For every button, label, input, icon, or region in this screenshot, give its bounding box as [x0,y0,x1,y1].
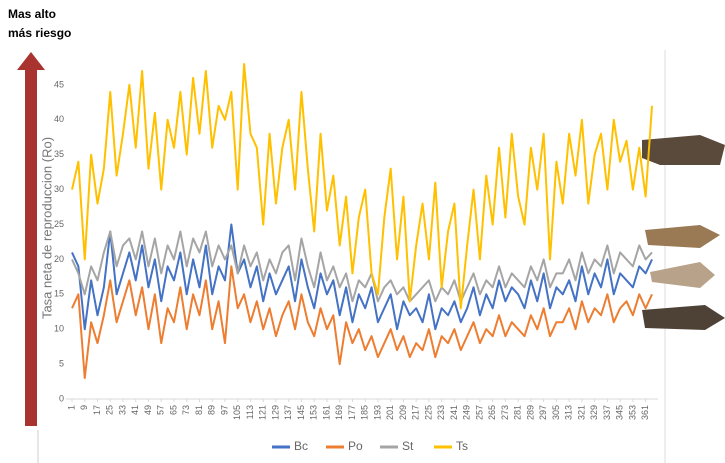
x-tick-label: 257 [474,405,484,420]
x-tick-label: 177 [347,405,357,420]
x-tick-label: 225 [423,405,433,420]
x-tick-label: 17 [92,405,102,415]
y-tick-label: 5 [59,358,64,368]
x-tick-label: 353 [627,405,637,420]
x-tick-label: 161 [321,405,331,420]
x-tick-label: 345 [615,405,625,420]
y-tick-label: 20 [54,254,64,264]
x-tick-label: 121 [258,405,268,420]
x-tick-label: 289 [525,405,535,420]
x-tick-label: 273 [500,405,510,420]
x-tick-label: 305 [551,405,561,420]
x-tick-label: 97 [219,405,229,415]
series-line [71,223,653,331]
x-tick-label: 321 [576,405,586,420]
x-tick-label: 129 [270,405,280,420]
x-tick-label: 33 [117,405,127,415]
y-tick-label: 30 [54,184,64,194]
x-tick-label: 65 [168,405,178,415]
y-tick-label: 40 [54,114,64,124]
x-tick-label: 209 [398,405,408,420]
x-tick-label: 153 [309,405,319,420]
x-tick-label: 313 [564,405,574,420]
series-line [71,265,653,380]
x-tick-label: 57 [156,405,166,415]
series-line [71,62,653,310]
x-tick-label: 233 [436,405,446,420]
legend-label: Ts [456,439,468,453]
insect-images [642,135,725,330]
annotation: más riesgo [8,26,71,40]
legend-label: Po [348,439,363,453]
y-tick-label: 35 [54,149,64,159]
y-tick-label: 45 [54,79,64,89]
y-tick-label: 25 [54,219,64,229]
x-tick-label: 105 [232,405,242,420]
x-tick-label: 201 [385,405,395,420]
risk-arrow [17,52,45,426]
x-tick-label: 113 [245,405,255,419]
x-tick-label: 145 [296,405,306,420]
annotation: Mas alto [8,7,56,21]
x-tick-label: 169 [334,405,344,420]
x-tick-label: 73 [181,405,191,415]
x-tick-label: 9 [79,405,89,410]
legend-label: Bc [294,439,308,453]
x-tick-label: 193 [372,405,382,420]
x-tick-label: 81 [194,405,204,415]
x-tick-label: 1 [66,405,76,410]
y-axis-label: Tasa neta de reproduccion (Ro) [39,137,54,319]
x-tick-label: 265 [487,405,497,420]
x-tick-label: 217 [411,405,421,420]
x-tick-label: 185 [360,405,370,420]
x-tick-label: 297 [538,405,548,420]
series-line [71,230,653,303]
x-tick-label: 361 [640,405,650,420]
x-tick-label: 329 [589,405,599,420]
x-tick-label: 49 [143,405,153,415]
legend-label: St [402,439,414,453]
y-tick-label: 0 [59,393,64,403]
x-tick-label: 337 [602,405,612,420]
y-tick-label: 10 [54,324,64,334]
x-tick-label: 241 [449,405,459,420]
x-tick-label: 281 [513,405,523,420]
y-tick-label: 15 [54,289,64,299]
x-tick-label: 137 [283,405,293,420]
x-tick-label: 25 [105,405,115,415]
x-tick-label: 41 [130,405,140,415]
x-tick-label: 249 [462,405,472,420]
x-tick-label: 89 [207,405,217,415]
